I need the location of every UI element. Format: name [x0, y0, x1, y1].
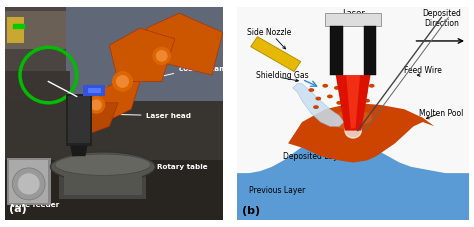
FancyBboxPatch shape: [68, 96, 90, 143]
Ellipse shape: [51, 152, 155, 182]
Bar: [13, 24, 24, 28]
Ellipse shape: [327, 94, 333, 98]
Ellipse shape: [369, 84, 374, 88]
Ellipse shape: [18, 173, 40, 195]
FancyBboxPatch shape: [325, 13, 381, 26]
Circle shape: [74, 120, 88, 133]
Text: Molten Pool: Molten Pool: [419, 109, 464, 118]
Polygon shape: [237, 173, 469, 190]
FancyBboxPatch shape: [5, 7, 223, 220]
Ellipse shape: [55, 154, 151, 175]
Polygon shape: [88, 81, 140, 126]
FancyBboxPatch shape: [66, 94, 92, 146]
Polygon shape: [70, 146, 88, 156]
FancyBboxPatch shape: [88, 88, 100, 93]
Text: Laser: Laser: [342, 9, 365, 18]
FancyBboxPatch shape: [9, 160, 48, 203]
Text: Previous Layer: Previous Layer: [248, 186, 305, 195]
Circle shape: [153, 47, 171, 64]
Text: Shielding Gas: Shielding Gas: [255, 71, 308, 80]
Ellipse shape: [364, 99, 370, 103]
Polygon shape: [293, 84, 344, 126]
FancyBboxPatch shape: [7, 17, 24, 43]
FancyBboxPatch shape: [330, 26, 343, 75]
FancyBboxPatch shape: [5, 101, 223, 160]
Polygon shape: [237, 173, 469, 220]
FancyBboxPatch shape: [7, 17, 24, 43]
FancyBboxPatch shape: [5, 7, 70, 71]
FancyBboxPatch shape: [66, 7, 223, 103]
FancyBboxPatch shape: [5, 156, 223, 220]
Text: (a): (a): [9, 204, 27, 214]
Polygon shape: [335, 109, 372, 131]
Circle shape: [113, 72, 132, 91]
Polygon shape: [288, 103, 434, 163]
Text: Deposited
Direction: Deposited Direction: [422, 9, 461, 28]
FancyBboxPatch shape: [5, 71, 70, 103]
Polygon shape: [109, 28, 175, 81]
Ellipse shape: [341, 97, 347, 101]
Ellipse shape: [336, 101, 342, 105]
FancyBboxPatch shape: [364, 26, 376, 75]
Text: Wire feeder: Wire feeder: [11, 194, 60, 208]
Text: Robot: Robot: [153, 40, 202, 50]
FancyBboxPatch shape: [83, 85, 105, 96]
Ellipse shape: [12, 168, 45, 200]
Ellipse shape: [322, 84, 328, 88]
FancyBboxPatch shape: [64, 165, 142, 195]
Text: Side Nozzle: Side Nozzle: [247, 28, 292, 37]
Circle shape: [88, 97, 105, 113]
Text: Laser head: Laser head: [83, 112, 191, 119]
Text: CMOS
coaxial camera: CMOS coaxial camera: [104, 59, 240, 90]
FancyBboxPatch shape: [237, 7, 469, 220]
Text: Feed Wire: Feed Wire: [404, 66, 442, 75]
Text: Deposited Layer: Deposited Layer: [283, 152, 346, 161]
Text: (b): (b): [242, 206, 260, 216]
Circle shape: [117, 76, 128, 87]
FancyBboxPatch shape: [5, 11, 66, 49]
Circle shape: [156, 51, 167, 61]
Ellipse shape: [362, 90, 368, 94]
Polygon shape: [336, 75, 371, 131]
Polygon shape: [346, 75, 360, 128]
Polygon shape: [66, 103, 118, 139]
FancyBboxPatch shape: [7, 158, 51, 205]
Polygon shape: [237, 139, 469, 220]
Circle shape: [77, 122, 85, 130]
Circle shape: [345, 123, 361, 138]
FancyBboxPatch shape: [59, 160, 146, 199]
Ellipse shape: [313, 105, 319, 109]
Ellipse shape: [315, 97, 321, 101]
Polygon shape: [251, 37, 301, 72]
Text: Rotary table: Rotary table: [105, 161, 208, 170]
Circle shape: [91, 100, 101, 110]
Ellipse shape: [309, 88, 314, 92]
Polygon shape: [146, 13, 223, 75]
Ellipse shape: [334, 86, 340, 90]
